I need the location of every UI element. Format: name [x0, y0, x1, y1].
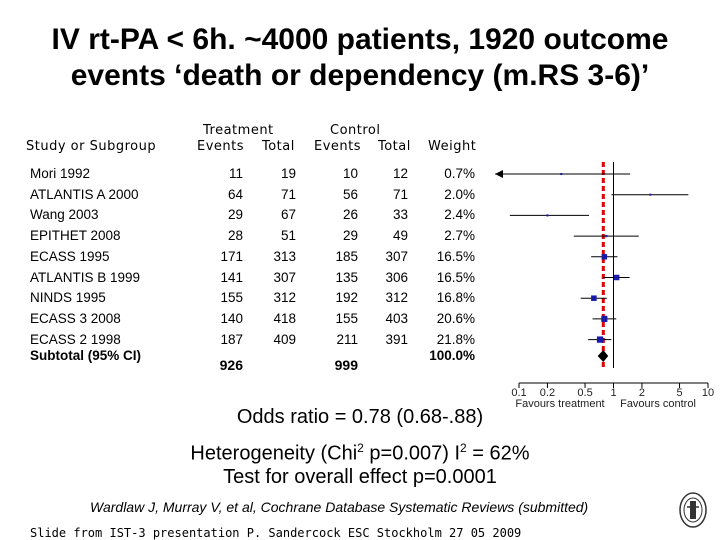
study-name: ECASS 2 1998 [30, 331, 121, 347]
treatment-events: 28 [227, 228, 243, 244]
header-study: Study or Subgroup [26, 139, 157, 154]
header-weight: Weight [428, 139, 477, 154]
control-events: 135 [335, 269, 358, 285]
study-weight: 2.7% [444, 228, 475, 244]
control-total: 403 [385, 310, 408, 326]
treatment-events: 11 [228, 166, 243, 181]
header-treatment-events: Events [197, 139, 245, 154]
study-point [591, 295, 597, 301]
treatment-total: 71 [280, 186, 296, 202]
control-total: 307 [385, 248, 408, 264]
header-treatment: Treatment [203, 123, 274, 138]
treatment-total: 313 [273, 248, 296, 264]
treatment-total: 312 [273, 290, 296, 306]
control-events: 155 [335, 310, 358, 326]
study-point [546, 214, 549, 217]
treatment-events: 141 [220, 269, 243, 285]
control-events: 192 [335, 290, 358, 306]
control-total: 391 [385, 331, 408, 347]
x-tick-label: 1 [610, 387, 616, 399]
study-point [560, 173, 563, 175]
control-total: 49 [392, 228, 408, 244]
study-weight: 21.8% [436, 331, 475, 347]
study-weight: 0.7% [444, 166, 475, 181]
pooled-diamond [597, 350, 609, 362]
slide-title-line-1: IV rt-PA < 6h. ~4000 patients, 1920 outc… [51, 23, 669, 56]
subtotal-label: Subtotal (95% CI) [30, 348, 142, 363]
control-events: 29 [342, 228, 358, 244]
treatment-events: 29 [227, 207, 243, 223]
study-weight: 16.8% [436, 290, 475, 306]
citation-text: Wardlaw J, Murray V, et al, Cochrane Dat… [90, 499, 589, 515]
study-name: ECASS 1995 [30, 248, 110, 264]
study-weight: 20.6% [436, 310, 475, 326]
study-point [649, 193, 652, 196]
study-weight: 16.5% [436, 269, 475, 285]
study-name: EPITHET 2008 [30, 228, 121, 244]
header-control: Control [330, 123, 381, 138]
study-point [601, 254, 608, 260]
odds-ratio-text: Odds ratio = 0.78 (0.68-.88) [236, 406, 484, 428]
heterogeneity-text: Heterogeneity (Chi2 p=0.007) I2 = 62% [190, 441, 530, 465]
slide-footer: Slide from IST-3 presentation P. Sanderc… [30, 526, 522, 540]
header-treatment-total: Total [262, 139, 295, 154]
control-events: 10 [342, 166, 358, 181]
treatment-events: 64 [227, 186, 243, 202]
x-tick-label: 0.2 [540, 387, 555, 399]
study-name: ATLANTIS B 1999 [30, 269, 141, 285]
ci-arrow [495, 170, 503, 178]
control-events: 185 [335, 248, 358, 264]
x-tick-label: 2 [639, 387, 645, 399]
study-point [601, 315, 608, 322]
subtotal-weight: 100.0% [429, 348, 475, 363]
treatment-total: 67 [280, 207, 296, 223]
study-weight: 2.4% [444, 207, 475, 223]
study-name: Mori 1992 [30, 166, 91, 181]
study-weight: 16.5% [436, 248, 475, 264]
treatment-events: 171 [220, 248, 243, 264]
treatment-total: 51 [280, 228, 296, 244]
favours-control-label: Favours control [620, 398, 696, 410]
treatment-events: 140 [220, 310, 243, 326]
header-control-events: Events [314, 139, 362, 154]
x-tick-label: 5 [676, 387, 682, 399]
control-total: 71 [392, 186, 408, 202]
study-name: ATLANTIS A 2000 [30, 186, 139, 202]
slide-title-line-2: events ‘death or dependency (m.RS 3-6)’ [70, 59, 650, 92]
x-tick-label: 0.5 [577, 387, 592, 399]
control-events: 56 [342, 186, 358, 202]
treatment-total: 307 [273, 269, 296, 285]
study-point [596, 336, 604, 343]
control-events: 211 [336, 331, 358, 347]
x-tick-label: 10 [702, 387, 714, 399]
subtotal-control-events: 999 [334, 357, 358, 373]
header-control-total: Total [378, 139, 411, 154]
control-total: 306 [385, 269, 408, 285]
overall-effect-text: Test for overall effect p=0.0001 [223, 466, 497, 488]
treatment-total: 19 [280, 166, 296, 181]
treatment-events: 155 [220, 290, 243, 306]
treatment-total: 409 [273, 331, 296, 347]
study-name: NINDS 1995 [30, 290, 106, 306]
study-weight: 2.0% [444, 186, 475, 202]
x-tick-label: 0.1 [511, 387, 526, 399]
control-total: 33 [392, 207, 408, 223]
control-total: 12 [392, 166, 408, 181]
favours-treatment-label: Favours treatment [515, 398, 604, 410]
study-point [613, 274, 620, 281]
study-name: Wang 2003 [30, 207, 99, 223]
study-name: ECASS 3 2008 [30, 310, 121, 326]
control-total: 312 [385, 290, 408, 306]
university-crest-icon [679, 492, 707, 528]
control-events: 26 [342, 207, 358, 223]
treatment-events: 187 [220, 331, 243, 347]
treatment-total: 418 [273, 310, 296, 326]
study-point [605, 234, 608, 238]
subtotal-treatment-events: 926 [219, 357, 243, 373]
